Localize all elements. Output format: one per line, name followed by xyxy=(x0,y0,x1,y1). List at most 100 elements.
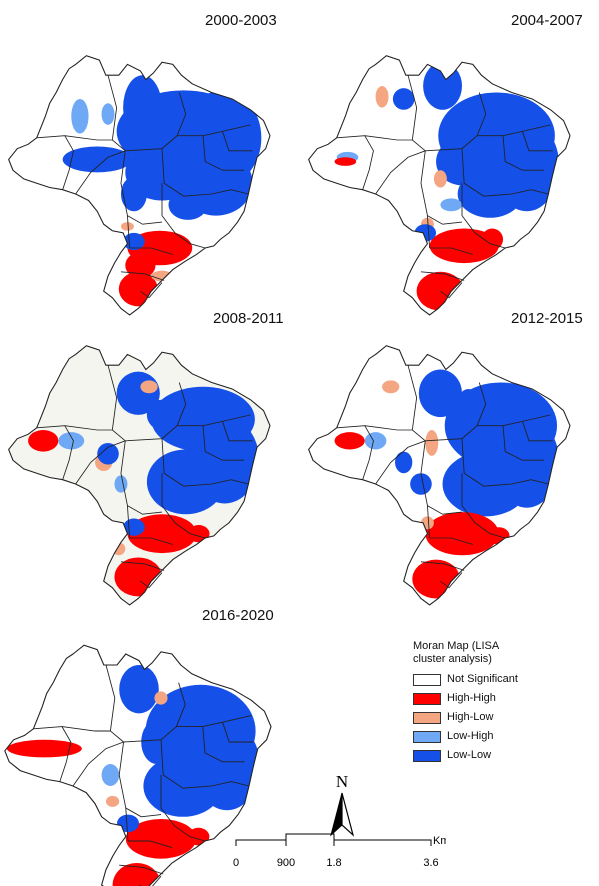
state-border xyxy=(140,572,163,589)
cluster-high-low xyxy=(106,795,120,807)
cluster-areas xyxy=(28,371,260,597)
legend-swatch xyxy=(413,750,441,762)
state-border xyxy=(120,561,165,571)
cluster-low-low xyxy=(455,388,482,428)
cluster-low-high xyxy=(114,475,128,493)
state-border xyxy=(461,473,506,539)
period-title: 2008-2011 xyxy=(213,310,284,327)
state-border xyxy=(177,414,251,427)
state-border xyxy=(72,741,124,787)
state-border xyxy=(75,150,126,195)
state-border xyxy=(427,505,463,515)
cluster-high-low xyxy=(120,222,134,231)
state-border xyxy=(107,365,187,442)
scale-tick-label: 1.8 xyxy=(326,857,341,869)
cluster-low-low xyxy=(395,451,413,474)
state-border xyxy=(407,365,487,442)
north-arrow-icon: N xyxy=(330,772,355,837)
state-border xyxy=(127,215,163,225)
country-border xyxy=(308,55,571,316)
cluster-low-low xyxy=(119,665,159,714)
cluster-low-low xyxy=(168,189,208,220)
state-border xyxy=(461,438,549,487)
period-title: 2000-2003 xyxy=(205,12,277,29)
map-panel-2012-2015: 2012-2015 xyxy=(300,300,599,606)
legend-label: Low-Low xyxy=(447,749,492,761)
north-arrow-right-half xyxy=(341,792,355,837)
state-border xyxy=(202,425,245,461)
period-title: 2016-2020 xyxy=(202,607,274,624)
state-border xyxy=(420,271,465,281)
map-panel-2008-2011: 2008-2011 xyxy=(0,300,300,606)
cluster-high-high xyxy=(425,512,499,556)
state-border xyxy=(222,421,253,442)
country-border xyxy=(8,345,271,606)
state-border xyxy=(120,271,165,281)
scale-tick-label: 0 xyxy=(233,857,239,869)
legend-swatch xyxy=(413,712,441,724)
map-panel-2016-2020: 2016-2020 xyxy=(0,595,300,886)
legend-item-low-high: Low-High xyxy=(413,729,593,748)
state-border xyxy=(202,135,245,171)
cluster-high-low xyxy=(375,86,389,108)
legend-item-low-low: Low-Low xyxy=(413,748,593,767)
country-border xyxy=(8,55,271,316)
state-border xyxy=(461,148,549,197)
state-border xyxy=(522,421,553,442)
state-border xyxy=(177,124,251,137)
map-panel-2004-2007: 2004-2007 xyxy=(300,0,599,316)
state-border xyxy=(140,282,163,299)
state-border xyxy=(125,807,162,818)
cluster-high-low xyxy=(154,691,168,705)
cluster-low-low xyxy=(141,720,172,764)
state-border xyxy=(427,215,463,225)
cluster-high-high xyxy=(125,252,156,279)
cluster-high-low xyxy=(95,229,109,241)
cluster-low-low xyxy=(410,473,432,495)
map-layer xyxy=(8,55,271,316)
scale-bar-line xyxy=(235,833,432,846)
state-border xyxy=(362,425,374,480)
state-border xyxy=(75,440,126,485)
legend-label: High-Low xyxy=(447,711,494,723)
state-border xyxy=(107,75,187,152)
state-border xyxy=(336,135,413,141)
state-border xyxy=(407,75,487,152)
state-border xyxy=(440,572,463,589)
state-border xyxy=(477,124,551,137)
scale-bar: Km 0 900 1.8 3.6 xyxy=(226,826,450,876)
state-border xyxy=(502,425,545,461)
map-layer xyxy=(8,345,271,606)
cluster-high-low xyxy=(425,430,439,456)
brazil-map xyxy=(308,345,571,606)
state-border xyxy=(420,150,431,249)
cluster-high-high xyxy=(170,235,188,253)
state-border xyxy=(502,135,545,171)
state-border xyxy=(522,131,553,152)
cluster-low-low xyxy=(146,399,178,430)
brazil-map xyxy=(8,55,271,316)
cluster-high-low xyxy=(433,170,447,188)
cluster-high-low xyxy=(140,380,158,394)
scale-tick-label: 3.6 xyxy=(423,857,438,869)
cluster-high-high xyxy=(112,863,162,886)
map-layer xyxy=(4,644,272,886)
legend-swatch xyxy=(413,674,441,686)
cluster-low-high xyxy=(440,198,462,212)
cluster-high-high xyxy=(127,514,197,554)
cluster-high-low xyxy=(382,380,400,394)
state-border xyxy=(336,425,413,431)
legend-item-not-significant: Not Significant xyxy=(413,672,593,691)
state-border xyxy=(362,135,374,190)
state-border xyxy=(62,135,74,190)
legend-label: Not Significant xyxy=(447,673,518,685)
legend-swatch xyxy=(413,693,441,705)
state-border xyxy=(420,440,431,539)
state-border xyxy=(160,775,206,842)
state-border xyxy=(119,864,164,875)
state-border xyxy=(222,722,254,743)
legend-label: High-High xyxy=(447,692,496,704)
cluster-low-low xyxy=(97,442,119,465)
state-border xyxy=(127,505,163,515)
legend-title: Moran Map (LISA cluster analysis) xyxy=(413,640,593,666)
